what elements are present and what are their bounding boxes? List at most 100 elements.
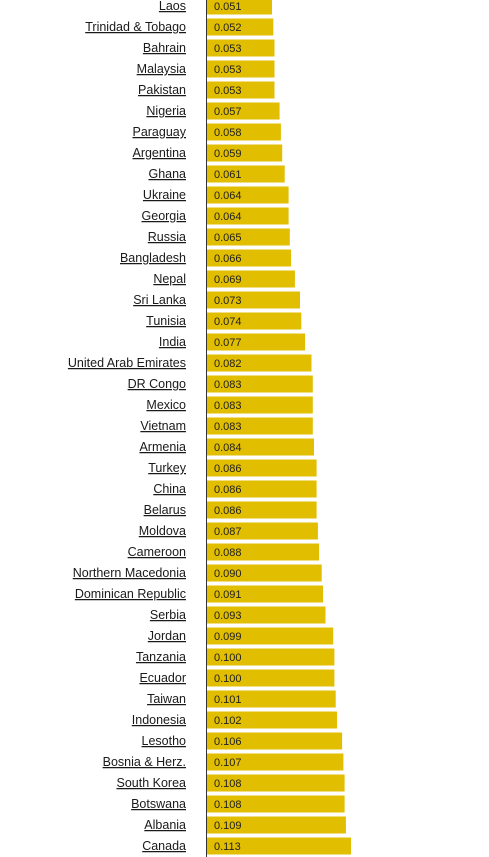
bar-russia	[207, 228, 290, 246]
country-link-armenia[interactable]: Armenia	[139, 440, 186, 454]
bar-bahrain	[207, 39, 275, 57]
bar-tunisia	[207, 312, 302, 330]
country-link-nigeria[interactable]: Nigeria	[146, 104, 186, 118]
country-link-canada[interactable]: Canada	[142, 839, 186, 853]
bar-vietnam	[207, 417, 313, 435]
country-link-dominican-republic[interactable]: Dominican Republic	[75, 587, 186, 601]
bar-mexico	[207, 396, 313, 414]
value-label-armenia: 0.084	[214, 442, 242, 454]
country-link-pakistan[interactable]: Pakistan	[138, 83, 186, 97]
country-link-nepal[interactable]: Nepal	[153, 272, 186, 286]
country-link-tanzania[interactable]: Tanzania	[136, 650, 186, 664]
bar-albania	[207, 816, 346, 834]
country-link-united-arab-emirates[interactable]: United Arab Emirates	[68, 356, 186, 370]
country-link-dr-congo[interactable]: DR Congo	[128, 377, 186, 391]
country-link-india[interactable]: India	[159, 335, 186, 349]
country-link-south-korea[interactable]: South Korea	[117, 776, 187, 790]
value-label-ukraine: 0.064	[214, 190, 242, 202]
country-link-northern-macedonia[interactable]: Northern Macedonia	[73, 566, 186, 580]
value-label-tunisia: 0.074	[214, 316, 242, 328]
country-labels-layer: Laos Trinidad & Tobago Bahrain Malaysia Paki…	[68, 0, 187, 853]
country-link-cameroon[interactable]: Cameroon	[128, 545, 186, 559]
value-label-moldova: 0.087	[214, 526, 242, 538]
value-label-lesotho: 0.106	[214, 736, 242, 748]
bar-dominican-republic	[207, 585, 323, 603]
value-label-trinidad-and-tobago: 0.052	[214, 22, 242, 34]
value-label-india: 0.077	[214, 337, 242, 349]
bar-ghana	[207, 165, 285, 183]
bar-india	[207, 333, 306, 351]
bar-bosnia-and-herz	[207, 753, 344, 771]
value-label-dr-congo: 0.083	[214, 379, 242, 391]
value-label-mexico: 0.083	[214, 400, 242, 412]
bar-nigeria	[207, 102, 280, 120]
bar-canada	[207, 837, 351, 855]
country-link-trinidad-and-tobago[interactable]: Trinidad & Tobago	[85, 20, 186, 34]
value-label-paraguay: 0.058	[214, 127, 242, 139]
country-link-lesotho[interactable]: Lesotho	[142, 734, 187, 748]
value-label-canada: 0.113	[214, 841, 241, 853]
country-link-paraguay[interactable]: Paraguay	[132, 125, 186, 139]
country-link-vietnam[interactable]: Vietnam	[140, 419, 186, 433]
country-link-laos[interactable]: Laos	[159, 0, 186, 13]
value-label-argentina: 0.059	[214, 148, 242, 160]
value-label-laos: 0.051	[214, 1, 242, 13]
country-link-bahrain[interactable]: Bahrain	[143, 41, 186, 55]
country-link-turkey[interactable]: Turkey	[148, 461, 186, 475]
value-label-dominican-republic: 0.091	[214, 589, 242, 601]
country-link-serbia[interactable]: Serbia	[150, 608, 186, 622]
bar-turkey	[207, 459, 317, 477]
bar-sri-lanka	[207, 291, 300, 309]
bar-georgia	[207, 207, 289, 225]
value-label-botswana: 0.108	[214, 799, 242, 811]
country-link-indonesia[interactable]: Indonesia	[132, 713, 186, 727]
country-link-malaysia[interactable]: Malaysia	[137, 62, 186, 76]
country-link-china[interactable]: China	[153, 482, 186, 496]
country-link-russia[interactable]: Russia	[148, 230, 186, 244]
value-label-russia: 0.065	[214, 232, 242, 244]
country-link-ghana[interactable]: Ghana	[148, 167, 186, 181]
country-link-ecuador[interactable]: Ecuador	[139, 671, 186, 685]
country-link-bangladesh[interactable]: Bangladesh	[120, 251, 186, 265]
value-label-south-korea: 0.108	[214, 778, 242, 790]
value-label-pakistan: 0.053	[214, 85, 242, 97]
bars-layer	[207, 0, 351, 855]
bar-united-arab-emirates	[207, 354, 312, 372]
value-label-ecuador: 0.100	[214, 673, 242, 685]
country-link-albania[interactable]: Albania	[144, 818, 186, 832]
value-label-albania: 0.109	[214, 820, 242, 832]
value-label-malaysia: 0.053	[214, 64, 242, 76]
country-link-belarus[interactable]: Belarus	[144, 503, 186, 517]
value-label-united-arab-emirates: 0.082	[214, 358, 242, 370]
bar-argentina	[207, 144, 283, 162]
country-link-bosnia-and-herz[interactable]: Bosnia & Herz.	[103, 755, 186, 769]
value-label-cameroon: 0.088	[214, 547, 242, 559]
value-label-turkey: 0.086	[214, 463, 242, 475]
bar-pakistan	[207, 81, 275, 99]
country-link-jordan[interactable]: Jordan	[148, 629, 186, 643]
country-link-mexico[interactable]: Mexico	[146, 398, 186, 412]
country-link-argentina[interactable]: Argentina	[132, 146, 186, 160]
value-label-china: 0.086	[214, 484, 242, 496]
country-link-botswana[interactable]: Botswana	[131, 797, 186, 811]
bar-bangladesh	[207, 249, 292, 267]
value-label-nepal: 0.069	[214, 274, 242, 286]
country-link-taiwan[interactable]: Taiwan	[147, 692, 186, 706]
bar-ukraine	[207, 186, 289, 204]
value-label-bahrain: 0.053	[214, 43, 242, 55]
value-label-nigeria: 0.057	[214, 106, 242, 118]
bar-belarus	[207, 501, 317, 519]
country-link-ukraine[interactable]: Ukraine	[143, 188, 186, 202]
value-label-vietnam: 0.083	[214, 421, 242, 433]
bar-tanzania	[207, 648, 335, 666]
country-link-sri-lanka[interactable]: Sri Lanka	[133, 293, 186, 307]
bar-armenia	[207, 438, 314, 456]
value-label-belarus: 0.086	[214, 505, 242, 517]
country-link-moldova[interactable]: Moldova	[139, 524, 186, 538]
bar-taiwan	[207, 690, 336, 708]
value-label-tanzania: 0.100	[214, 652, 242, 664]
country-link-tunisia[interactable]: Tunisia	[146, 314, 186, 328]
country-link-georgia[interactable]: Georgia	[142, 209, 187, 223]
bar-dr-congo	[207, 375, 313, 393]
value-label-ghana: 0.061	[214, 169, 242, 181]
